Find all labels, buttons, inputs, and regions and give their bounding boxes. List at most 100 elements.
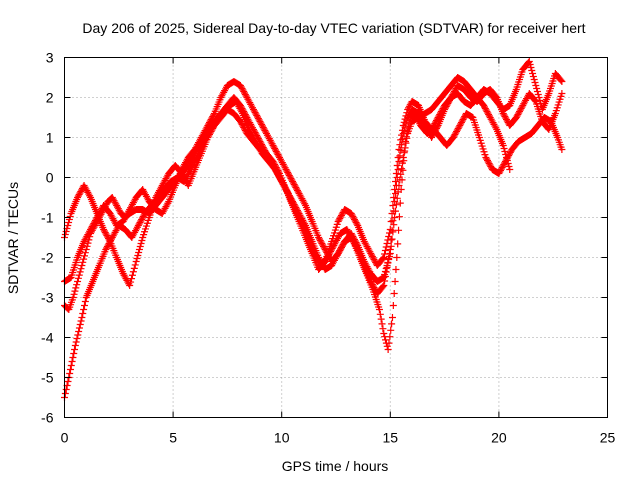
data-point <box>336 247 344 254</box>
data-point <box>499 142 507 149</box>
data-point <box>241 109 249 117</box>
data-point <box>269 142 277 149</box>
data-point <box>392 201 400 209</box>
data-point <box>249 126 257 133</box>
data-point <box>274 151 282 158</box>
data-point <box>250 107 258 115</box>
data-point <box>74 192 82 200</box>
data-point <box>290 201 298 208</box>
data-point <box>336 215 344 222</box>
data-point <box>259 124 267 131</box>
data-point <box>286 193 294 201</box>
data-point <box>320 243 328 250</box>
data-point <box>136 219 144 226</box>
data-point <box>370 256 378 263</box>
data-point <box>348 235 356 243</box>
data-point <box>289 198 297 205</box>
data-point <box>271 146 279 154</box>
data-point <box>103 244 111 252</box>
data-point <box>558 90 566 97</box>
data-point <box>239 86 247 94</box>
data-point <box>367 278 375 285</box>
data-point <box>450 89 458 97</box>
data-point <box>128 271 136 279</box>
data-point <box>241 127 249 134</box>
data-point <box>255 136 263 144</box>
data-point <box>392 178 400 185</box>
data-point <box>526 61 534 68</box>
data-point <box>499 162 507 170</box>
data-point <box>396 199 404 207</box>
data-point <box>480 102 488 109</box>
data-point <box>77 265 85 273</box>
data-point <box>385 339 393 347</box>
data-point <box>337 245 345 253</box>
data-point <box>75 191 83 198</box>
data-point <box>236 102 244 109</box>
y-tick-label: -1 <box>41 210 54 226</box>
data-point <box>503 157 511 164</box>
y-tick-label: 3 <box>46 50 54 66</box>
data-point <box>260 145 268 153</box>
data-point <box>288 196 296 204</box>
data-point <box>292 184 300 191</box>
data-point <box>558 78 566 85</box>
data-point <box>416 113 424 120</box>
data-point <box>237 83 245 91</box>
data-point <box>78 314 86 321</box>
data-point <box>64 222 72 229</box>
data-point <box>293 207 301 214</box>
data-point <box>457 120 465 128</box>
data-point <box>260 125 268 133</box>
data-point <box>334 218 342 225</box>
data-point <box>102 230 110 238</box>
data-point <box>392 190 400 197</box>
data-point <box>273 149 281 157</box>
data-point <box>482 154 490 161</box>
data-point <box>318 260 326 267</box>
data-point <box>398 135 406 143</box>
data-point <box>241 111 249 118</box>
data-point <box>284 169 292 176</box>
data-point <box>73 335 81 342</box>
data-point <box>349 237 357 244</box>
data-point <box>62 386 70 393</box>
data-point <box>134 222 142 229</box>
data-point <box>73 281 81 289</box>
data-point <box>301 200 309 208</box>
data-point <box>394 240 402 248</box>
data-point <box>291 202 299 210</box>
data-point <box>452 129 460 137</box>
data-point <box>61 390 69 397</box>
data-point <box>380 254 388 261</box>
data-point <box>504 160 512 167</box>
data-point <box>348 211 356 219</box>
data-point <box>450 132 458 140</box>
data-point <box>369 254 377 262</box>
data-point <box>71 287 79 295</box>
data-point <box>497 165 505 173</box>
data-point <box>441 104 449 112</box>
data-point <box>458 117 466 125</box>
data-point <box>289 179 297 187</box>
data-point <box>290 181 298 188</box>
x-tick-label: 5 <box>169 430 177 446</box>
data-point <box>71 342 79 349</box>
data-point <box>347 210 355 217</box>
data-point <box>271 166 279 174</box>
data-point <box>451 131 459 138</box>
data-point <box>138 216 146 223</box>
data-point <box>66 370 74 377</box>
data-point <box>516 108 524 115</box>
data-point <box>398 165 406 173</box>
data-point <box>498 164 506 171</box>
data-point <box>337 213 345 221</box>
data-point <box>446 95 454 103</box>
data-point <box>514 111 522 118</box>
data-point <box>443 101 451 109</box>
data-point <box>270 143 278 151</box>
data-point <box>371 285 379 293</box>
data-point <box>442 103 450 110</box>
data-point <box>210 111 218 119</box>
grid-lines <box>64 57 608 418</box>
